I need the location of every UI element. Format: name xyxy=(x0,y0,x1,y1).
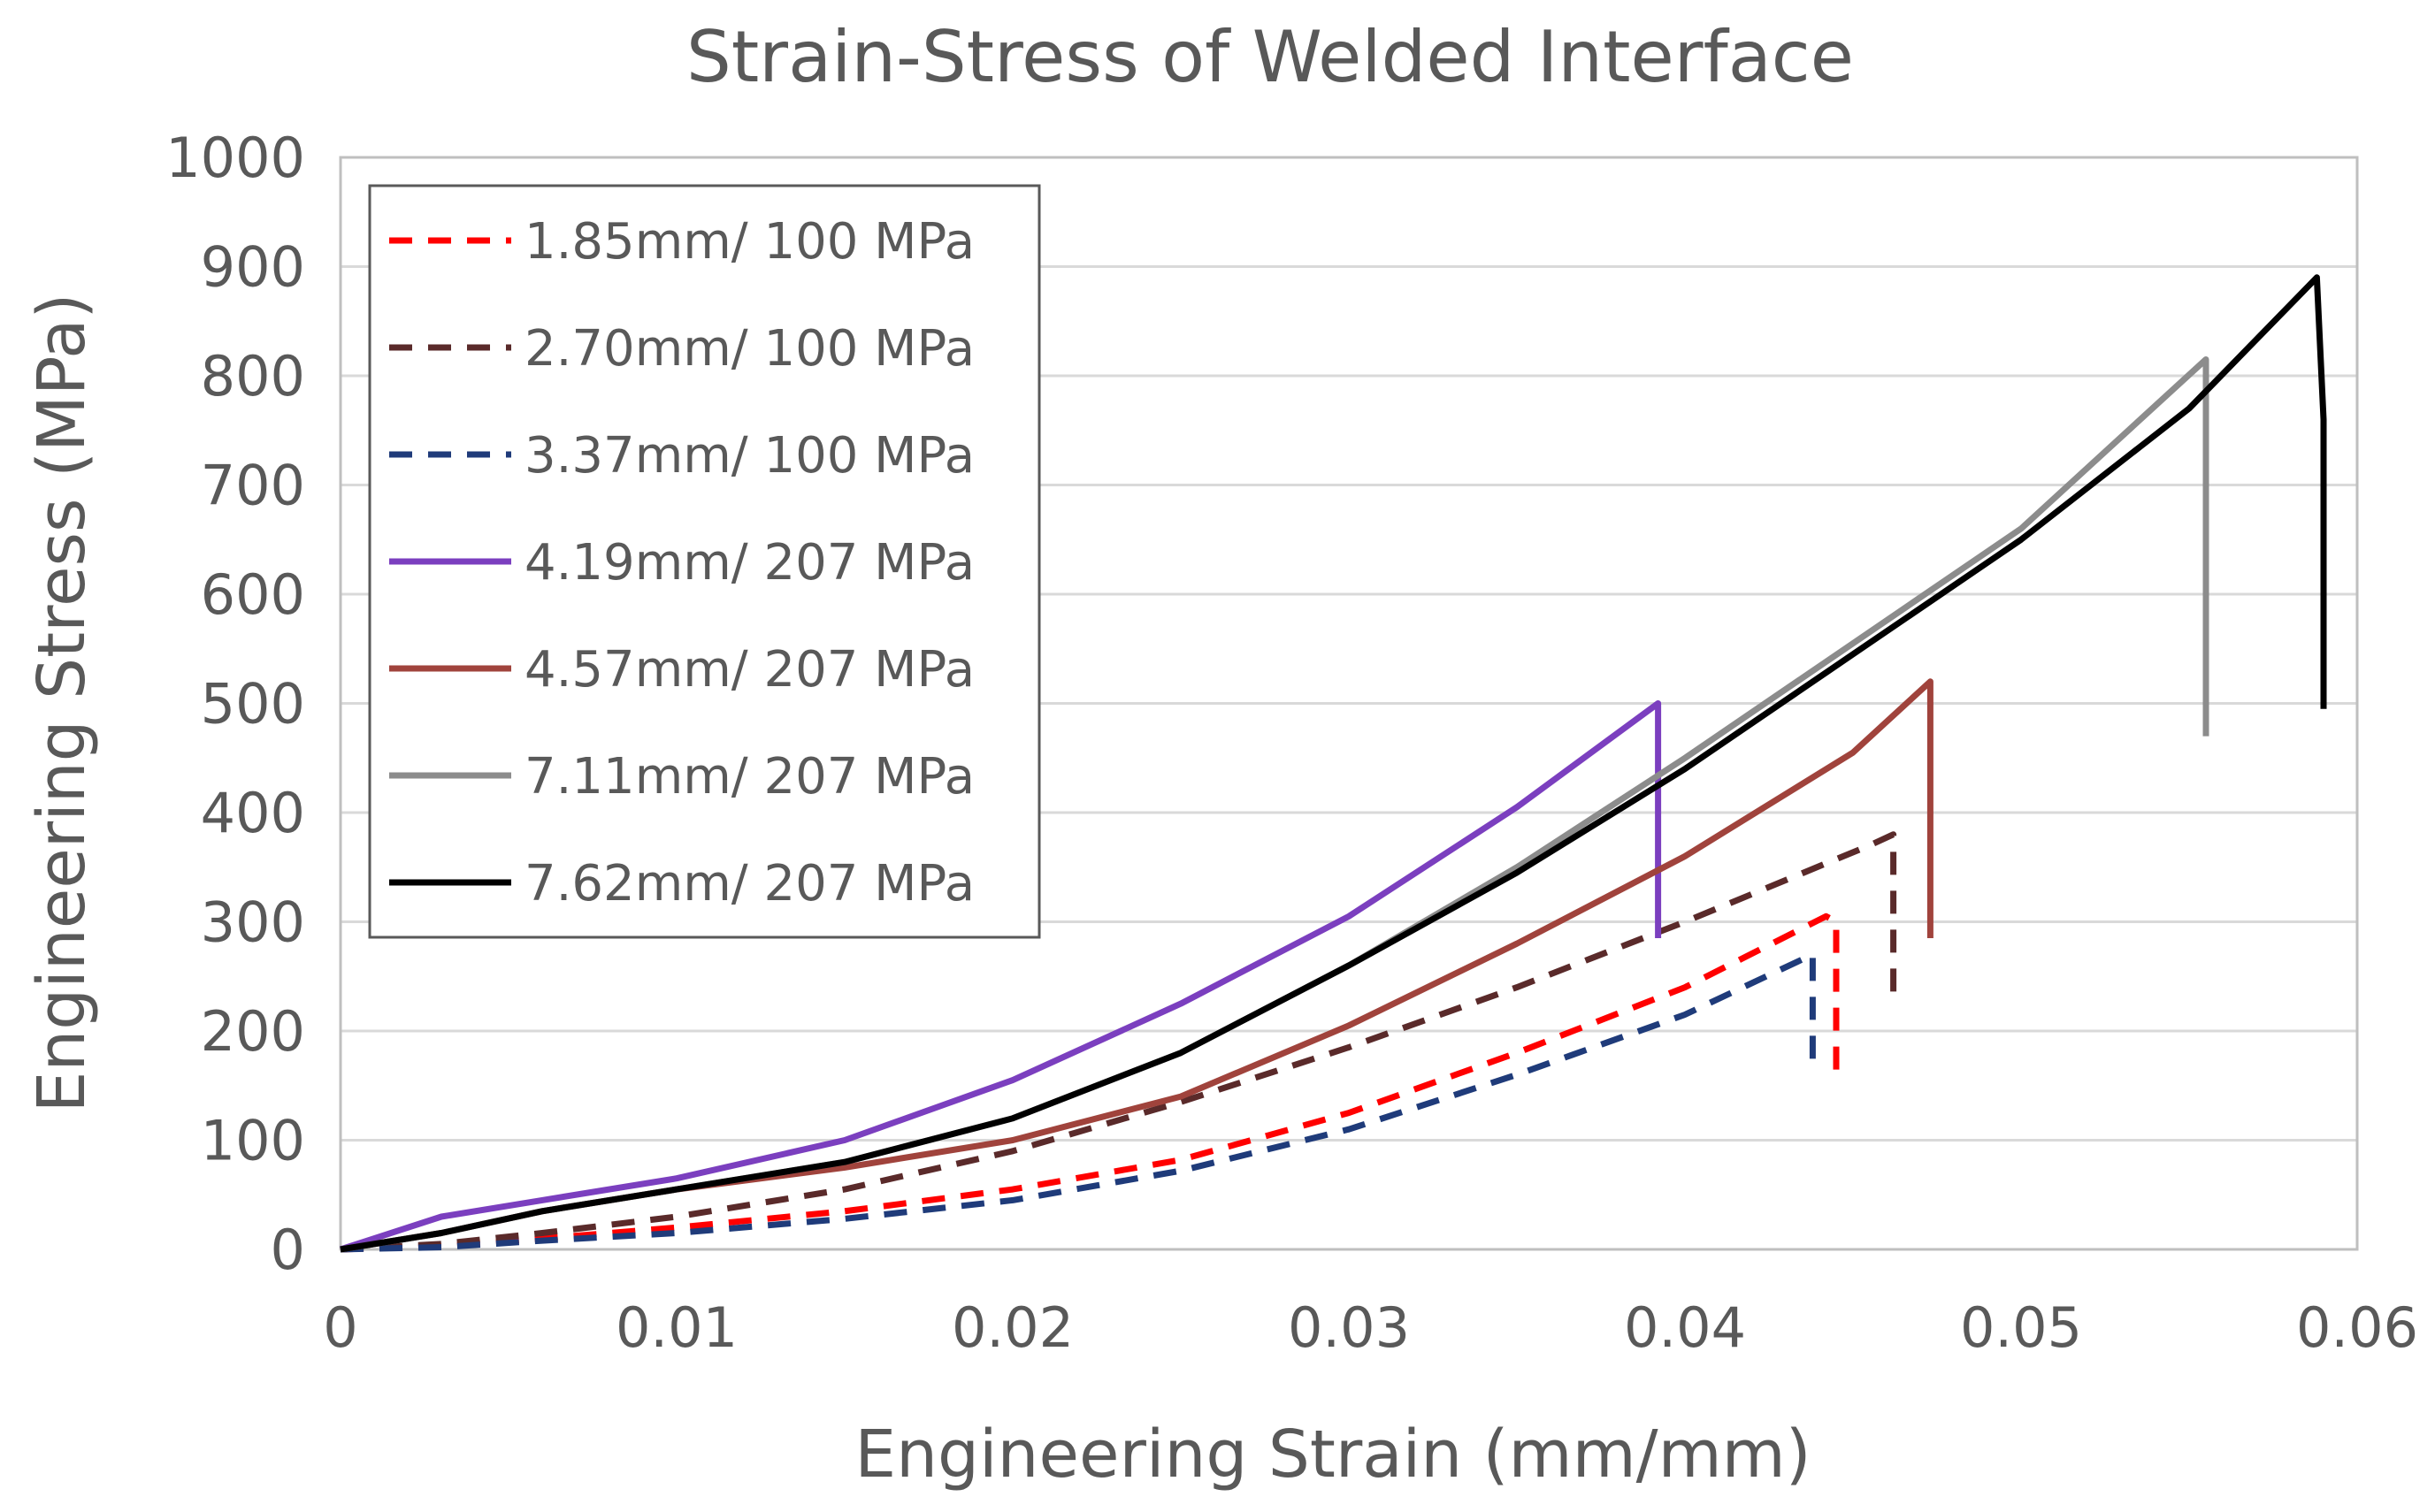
y-tick-label: 1000 xyxy=(165,126,305,190)
y-tick-label: 800 xyxy=(201,344,305,409)
y-tick-label: 600 xyxy=(201,562,305,627)
legend: 1.85mm/ 100 MPa 2.70mm/ 100 MPa 3.37mm/ 10… xyxy=(368,184,1041,939)
y-tick-label: 0 xyxy=(271,1218,305,1282)
series-layer xyxy=(339,274,2327,1253)
legend-label: 7.11mm/ 207 MPa xyxy=(525,748,975,806)
chart-title: Strain-Stress of Welded Interface xyxy=(686,16,1854,98)
y-tick-label: 700 xyxy=(201,454,305,518)
x-tick-label: 0.04 xyxy=(1624,1295,1746,1360)
x-tick-label: 0.03 xyxy=(1288,1295,1410,1360)
legend-label: 1.85mm/ 100 MPa xyxy=(525,213,975,271)
y-tick-label: 300 xyxy=(201,890,305,955)
series-line xyxy=(339,700,1662,1253)
x-tick-label: 0.02 xyxy=(952,1295,1074,1360)
legend-label: 2.70mm/ 100 MPa xyxy=(525,320,975,378)
y-tick-label: 500 xyxy=(201,672,305,737)
y-tick-label: 100 xyxy=(201,1109,305,1173)
y-axis-ticks: 0 100 200 300 400 500 600 700 800 900 1000 xyxy=(165,126,305,1282)
y-tick-label: 200 xyxy=(201,999,305,1064)
plot-area xyxy=(339,156,2359,1251)
legend-label: 7.62mm/ 207 MPa xyxy=(525,855,975,913)
x-tick-label: 0.06 xyxy=(2296,1295,2418,1360)
series-line xyxy=(340,274,2327,1253)
series-line xyxy=(340,951,1816,1253)
x-axis-ticks: 0 0.01 0.02 0.03 0.04 0.05 0.06 xyxy=(323,1295,2418,1360)
y-tick-label: 400 xyxy=(201,781,305,845)
legend-label: 4.57mm/ 207 MPa xyxy=(525,641,975,699)
legend-label: 3.37mm/ 100 MPa xyxy=(525,427,975,485)
y-tick-label: 900 xyxy=(201,235,305,300)
x-tick-label: 0.01 xyxy=(616,1295,738,1360)
x-axis-label: Engineering Strain (mm/mm) xyxy=(854,1417,1811,1493)
y-axis-label: Engineering Stress (MPa) xyxy=(24,294,100,1113)
x-tick-label: 0 xyxy=(323,1295,357,1360)
legend-label: 4.19mm/ 207 MPa xyxy=(525,534,975,592)
x-tick-label: 0.05 xyxy=(1960,1295,2082,1360)
series-line xyxy=(340,831,1897,1253)
